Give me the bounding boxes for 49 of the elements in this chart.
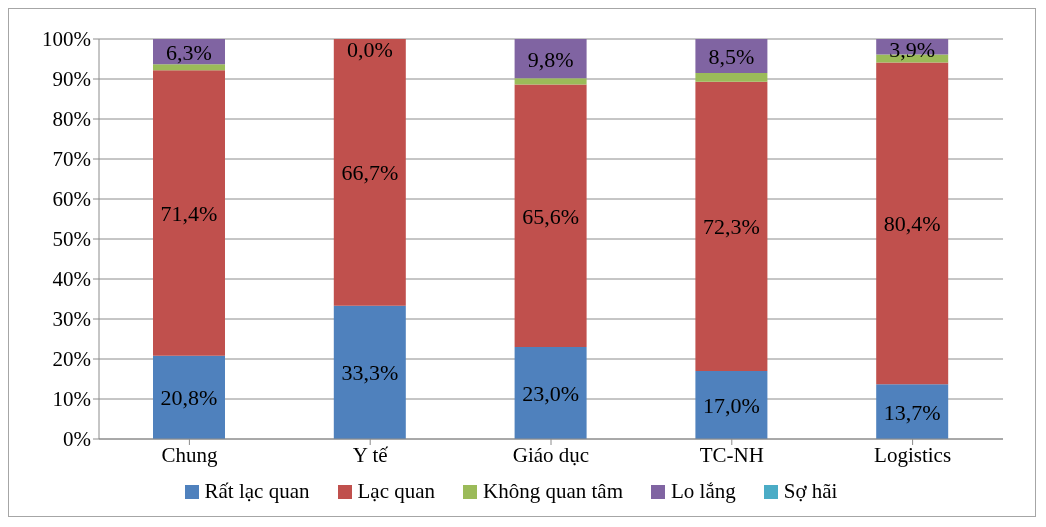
bar [333,39,406,306]
data-label: 8,5% [708,44,755,69]
y-tick-label: 20% [52,347,91,372]
legend-label: Không quan tâm [483,479,624,504]
bar [153,64,225,71]
x-tick-label: Chung [161,442,218,467]
data-label: 33,3% [341,360,399,386]
y-tick-label: 70% [52,147,91,172]
data-label: 23,0% [522,381,580,406]
x-tick-label: TC-NH [699,442,764,467]
data-label: 6,3% [166,39,212,65]
data-label: 9,8% [527,46,574,72]
data-label: 3,9% [889,37,936,62]
bar [333,305,406,439]
data-label: 71,4% [160,201,218,226]
data-label: 13,7% [883,399,941,425]
data-label: 66,7% [341,160,399,186]
data-label: 72,3% [702,214,760,240]
x-tick-label: Y tế [352,442,389,467]
x-tick-label: Giáo dục [512,442,590,467]
bar [695,371,768,439]
y-tick-label: 80% [52,107,91,132]
legend-label: Sợ hãi [783,479,838,504]
y-tick-label: 0% [63,427,91,452]
y-tick-label: 30% [52,307,91,332]
y-tick-label: 10% [52,387,91,412]
data-label: 65,6% [522,203,580,229]
legend-label: Rất lạc quan [204,479,310,504]
data-label: 80,4% [883,211,941,237]
y-tick-label: 40% [52,267,91,292]
bar [695,73,768,82]
data-label: 17,0% [702,393,760,418]
bar [514,78,587,85]
data-label: 0,0% [346,37,393,62]
bar [876,384,949,439]
bar [514,347,587,439]
y-tick-label: 50% [52,227,91,252]
bar [153,70,225,356]
data-label: 20,8% [160,385,218,411]
x-tick-label: Logistics [874,442,952,467]
y-tick-label: 60% [52,187,91,212]
bar [695,81,768,371]
y-tick-label: 100% [42,27,91,52]
bar [153,355,225,439]
bar [514,84,587,347]
legend-label: Lạc quan [357,479,436,504]
bar [876,62,949,385]
legend-label: Lo lắng [671,479,736,504]
y-tick-label: 90% [52,67,91,92]
